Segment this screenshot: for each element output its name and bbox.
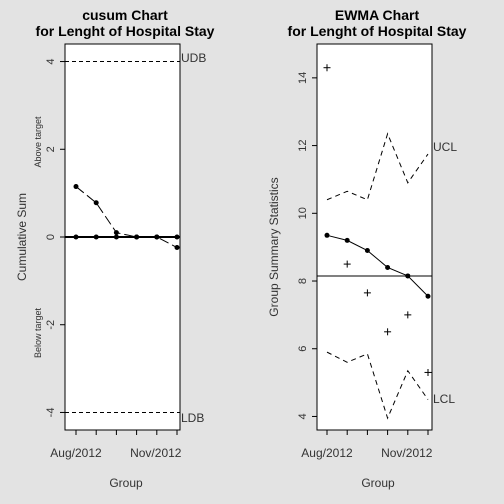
cusum-y-tick-label: 0 xyxy=(45,234,57,240)
cusum-x-axis: Aug/2012 Nov/2012 xyxy=(50,430,182,460)
cusum-title: cusum Chart xyxy=(82,7,168,23)
ewma-x-tick-label: Aug/2012 xyxy=(301,446,353,460)
ewma-y-tick-label: 14 xyxy=(297,72,309,84)
cusum-point xyxy=(73,184,79,190)
observed-point xyxy=(424,368,432,376)
cusum-x-tick-label: Nov/2012 xyxy=(130,446,182,460)
cusum-y-tick-label: -4 xyxy=(45,408,57,418)
ewma-y-tick-label: 8 xyxy=(297,278,309,284)
ewma-ucl-line xyxy=(326,132,429,201)
cusum-series-line-1 xyxy=(75,186,177,238)
ewma-y-axis: 4 6 8 10 12 14 xyxy=(297,72,317,420)
ewma-lcl-label: LCL xyxy=(433,392,455,406)
ewma-point xyxy=(385,264,391,270)
cusum-panel: cusum Chart for Lenght of Hospital Stay … xyxy=(15,7,215,490)
ewma-panel: EWMA Chart for Lenght of Hospital Stay 4… xyxy=(267,7,467,490)
cusum-point xyxy=(134,234,140,240)
ewma-series xyxy=(317,64,432,420)
cusum-point xyxy=(93,200,99,206)
observed-point xyxy=(404,311,412,319)
observed-point xyxy=(363,289,371,297)
ewma-point xyxy=(425,293,431,299)
observed-point xyxy=(343,260,351,268)
ewma-ucl-label: UCL xyxy=(433,140,457,154)
observed-point xyxy=(384,328,392,336)
cusum-y-axis-title: Cumulative Sum xyxy=(15,193,29,281)
cusum-x-tick-label: Aug/2012 xyxy=(50,446,102,460)
cusum-series xyxy=(65,61,180,413)
cusum-below-target-label: Below target xyxy=(33,307,43,358)
cusum-series-line-2 xyxy=(76,236,178,248)
ewma-y-tick-label: 6 xyxy=(297,346,309,352)
ewma-title: EWMA Chart xyxy=(335,7,420,23)
ewma-y-tick-label: 4 xyxy=(297,413,309,419)
cusum-point xyxy=(113,230,119,236)
cusum-point xyxy=(174,234,180,240)
ewma-lcl-line xyxy=(326,351,429,420)
ewma-point xyxy=(405,273,411,279)
cusum-udb-label: UDB xyxy=(181,51,206,65)
cusum-point xyxy=(113,234,119,240)
ewma-y-tick-label: 10 xyxy=(297,207,309,219)
cusum-y-tick-label: -2 xyxy=(45,320,57,330)
cusum-ldb-label: LDB xyxy=(181,411,204,425)
cusum-point xyxy=(174,245,180,251)
ewma-x-tick-label: Nov/2012 xyxy=(381,446,433,460)
ewma-subtitle: for Lenght of Hospital Stay xyxy=(288,23,467,39)
cusum-point xyxy=(154,234,160,240)
ewma-x-axis-title: Group xyxy=(361,476,395,490)
ewma-x-axis: Aug/2012 Nov/2012 xyxy=(301,430,433,460)
ewma-point xyxy=(364,248,370,254)
cusum-above-target-label: Above target xyxy=(33,116,43,168)
ewma-smoothed-line xyxy=(326,234,429,297)
cusum-y-tick-label: 2 xyxy=(45,146,57,152)
observed-point xyxy=(323,64,331,72)
ewma-plot-area xyxy=(316,43,433,431)
ewma-point xyxy=(344,237,350,243)
ewma-y-axis-title: Group Summary Statistics xyxy=(267,177,281,316)
cusum-subtitle: for Lenght of Hospital Stay xyxy=(36,23,215,39)
cusum-x-axis-title: Group xyxy=(109,476,143,490)
cusum-point xyxy=(73,234,79,240)
cusum-y-axis: -4 -2 0 2 4 xyxy=(45,58,65,417)
ewma-point xyxy=(324,232,330,238)
ewma-y-tick-label: 12 xyxy=(297,139,309,151)
cusum-y-tick-label: 4 xyxy=(45,58,57,64)
cusum-point xyxy=(93,234,99,240)
